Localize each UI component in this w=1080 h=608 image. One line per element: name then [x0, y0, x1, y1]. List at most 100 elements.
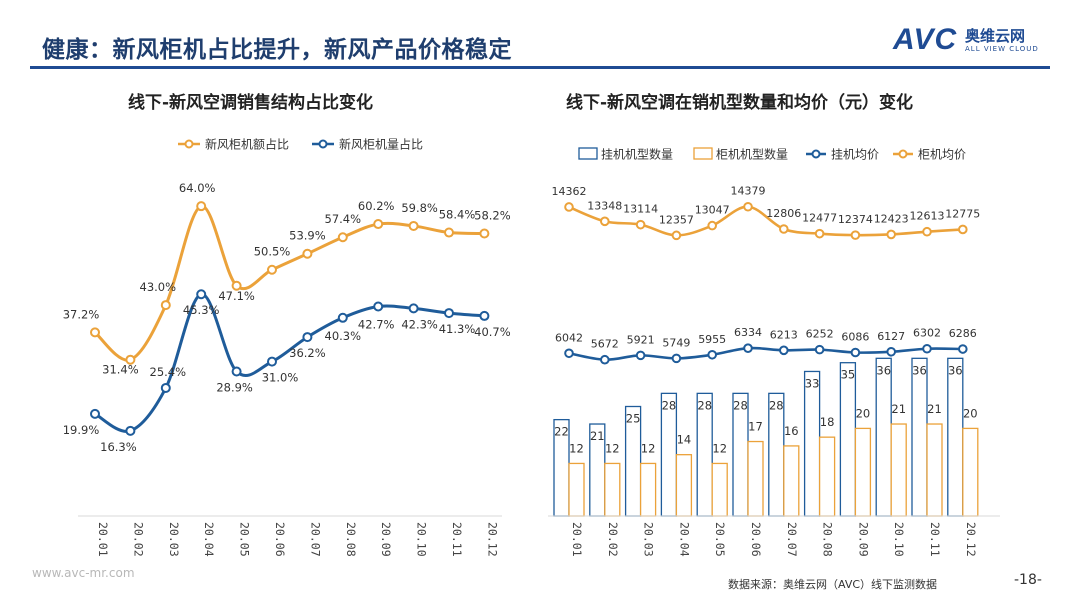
bar-label: 28 [769, 398, 784, 412]
bar-cabinet [854, 427, 872, 517]
bar-label: 21 [891, 402, 906, 416]
data-point [125, 425, 136, 436]
data-label: 36.2% [289, 346, 326, 360]
data-point [196, 201, 207, 212]
price-label: 6334 [734, 326, 762, 339]
x-tick-label: 20.07 [308, 522, 322, 557]
x-tick-label: 20.12 [964, 522, 978, 557]
data-point [408, 303, 419, 314]
bar-label: 35 [841, 368, 856, 382]
legend-marker-0 [184, 139, 194, 149]
data-label: 58.2% [474, 208, 511, 222]
data-point [302, 248, 313, 259]
data-label: 57.4% [325, 212, 362, 226]
bar-label: 28 [697, 398, 712, 412]
price-point [779, 224, 789, 234]
bar-cabinet [783, 445, 800, 517]
price-point [743, 201, 753, 212]
price-label: 12477 [802, 212, 837, 225]
price-point [886, 346, 897, 357]
data-point [302, 332, 313, 343]
x-tick-label: 20.05 [713, 522, 727, 557]
data-point [125, 354, 136, 365]
bar-cabinet [747, 440, 764, 517]
legend-marker-1 [318, 139, 328, 149]
price-label: 5672 [591, 338, 619, 351]
x-tick-label: 20.05 [238, 522, 252, 557]
logo-en: ALL VIEW CLOUD [965, 45, 1039, 53]
data-source: 数据来源：奥维云网（AVC）线下监测数据 [728, 578, 938, 591]
bar-label: 28 [662, 398, 677, 412]
bar-cabinet [604, 462, 621, 517]
price-point [743, 343, 753, 353]
bar-label: 22 [554, 425, 569, 439]
data-label: 50.5% [254, 245, 291, 259]
bar-cabinet [675, 454, 693, 517]
price-point [671, 353, 682, 364]
data-point [196, 289, 207, 300]
price-point [600, 354, 610, 365]
price-point [671, 230, 682, 241]
bar-label: 12 [605, 441, 620, 455]
header-divider [30, 66, 1050, 69]
bar-cabinet [818, 436, 836, 517]
data-point [373, 301, 384, 312]
x-tick-label: 20.09 [856, 522, 870, 557]
legend-label-2: 挂机均价 [831, 148, 879, 162]
footer-url: www.avc-mr.com [32, 566, 135, 580]
data-point [408, 220, 419, 231]
price-label: 12613 [910, 210, 945, 223]
legend-swatch-0 [578, 147, 598, 160]
price-label: 12374 [838, 213, 873, 226]
data-point [444, 227, 454, 238]
data-point [160, 382, 171, 393]
x-tick-label: 20.09 [379, 522, 393, 557]
bar-cabinet [711, 462, 728, 517]
price-point [850, 347, 861, 358]
x-tick-label: 20.12 [485, 522, 499, 557]
price-label: 13047 [695, 204, 730, 217]
right-chart-title: 线下-新风空调在销机型数量和均价（元）变化 [566, 93, 914, 113]
price-label: 5955 [698, 333, 726, 346]
price-point [779, 345, 789, 356]
price-point [564, 348, 574, 359]
price-label: 6252 [806, 328, 834, 341]
data-point [337, 232, 348, 243]
data-label: 31.4% [102, 363, 139, 377]
page-number: -18- [1014, 572, 1042, 588]
legend-label-1: 新风柜机量占比 [339, 137, 423, 152]
price-label: 14379 [731, 185, 766, 198]
x-tick-label: 20.01 [570, 522, 584, 557]
price-point [922, 226, 932, 237]
legend-label-0: 挂机机型数量 [601, 147, 673, 162]
x-tick-label: 20.06 [273, 522, 287, 557]
bar-wall [839, 362, 857, 517]
price-label: 12357 [659, 213, 694, 226]
data-label: 37.2% [63, 307, 100, 321]
x-tick-label: 20.07 [785, 522, 799, 557]
avc-logo: AVC 奥维云网 ALL VIEW CLOUD [893, 24, 1053, 56]
price-point [635, 219, 646, 230]
price-point [850, 230, 861, 240]
price-label: 13348 [587, 199, 622, 212]
bar-label: 28 [733, 398, 748, 412]
data-label: 40.3% [325, 329, 362, 343]
price-label: 5921 [627, 333, 655, 346]
price-point [814, 228, 825, 239]
data-point [160, 300, 171, 311]
bar-cabinet [962, 427, 979, 517]
bar-cabinet [926, 423, 943, 517]
data-point [90, 408, 100, 419]
bar-label: 21 [590, 429, 605, 443]
price-label: 6042 [555, 331, 583, 344]
bar-label: 12 [712, 441, 727, 455]
x-tick-label: 20.01 [96, 522, 110, 557]
bar-label: 36 [948, 363, 963, 377]
x-tick-label: 20.04 [202, 522, 216, 557]
data-point [231, 280, 242, 291]
bar-wall [803, 370, 821, 517]
price-label: 6086 [841, 331, 869, 344]
data-point [444, 308, 454, 319]
price-label: 14362 [552, 185, 587, 198]
